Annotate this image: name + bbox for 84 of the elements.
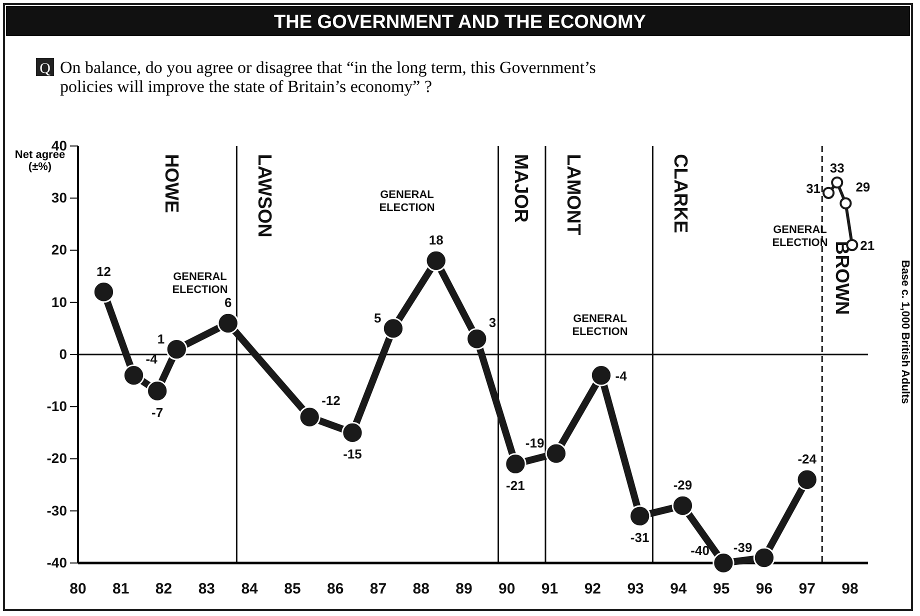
data-label: 1: [157, 331, 165, 346]
data-label: -21: [506, 478, 525, 493]
x-tick-label: 82: [155, 580, 172, 598]
data-label: 12: [96, 264, 111, 279]
point: [217, 312, 239, 334]
point: [545, 442, 568, 464]
data-label: 21: [860, 238, 875, 254]
point: [92, 281, 115, 303]
x-tick-label: 84: [241, 580, 259, 598]
x-tick-label: 90: [498, 580, 516, 598]
x-tick-label: 91: [541, 580, 558, 598]
x-tick-label: 94: [670, 580, 688, 598]
point: [831, 176, 844, 189]
ref-line-label: CLARKE: [670, 154, 691, 234]
y-tick-label: -20: [46, 450, 68, 466]
ref-line-label: MAJOR: [510, 154, 531, 223]
annotation: GENERAL ELECTION: [172, 271, 228, 296]
x-tick-label: 98: [842, 580, 858, 598]
x-tick-label: 80: [70, 580, 86, 598]
point: [298, 406, 320, 428]
y-tick-label: 10: [51, 294, 68, 310]
ref-line-label: LAWSON: [254, 154, 275, 238]
point: [382, 318, 404, 340]
data-label: 18: [428, 232, 444, 248]
x-tick-label: 95: [712, 580, 730, 598]
chart-subtitle: On balance, do you agree or disagree that “in the long term, this Government’s policies will improve the state of Britain’s economy” ?: [60, 58, 596, 96]
point: [822, 186, 835, 199]
point: [466, 328, 488, 350]
y-tick-label: 0: [59, 346, 68, 362]
data-label: -7: [152, 404, 164, 420]
point: [796, 468, 818, 490]
data-label: -31: [630, 530, 650, 546]
data-label: -24: [798, 452, 818, 467]
point: [840, 197, 852, 210]
data-label: -15: [343, 446, 362, 462]
text: Base c. 1,000 British Adults: [899, 260, 911, 404]
y-tick-label: -40: [46, 554, 68, 570]
x-tick-label: 81: [112, 580, 130, 598]
data-label: -4: [615, 368, 628, 384]
data-label: -29: [673, 478, 692, 493]
annotation: GENERAL ELECTION: [379, 189, 435, 214]
point: [425, 250, 447, 272]
y-tick-label: 20: [51, 242, 68, 258]
y-tick-label: -30: [46, 502, 68, 518]
data-label: -19: [525, 436, 544, 451]
data-label: 5: [374, 310, 382, 326]
point: [672, 494, 694, 516]
data-label: 3: [488, 314, 496, 330]
x-tick-label: 92: [584, 580, 601, 598]
point: [712, 552, 734, 574]
data-label: 31: [806, 180, 821, 196]
point: [504, 453, 526, 475]
x-tick-label: 89: [456, 580, 472, 598]
point: [122, 364, 145, 386]
point: [628, 505, 651, 527]
data-label: 6: [224, 295, 232, 310]
x-tick-label: 96: [756, 580, 773, 598]
x-tick-label: 93: [627, 580, 644, 598]
data-label: -4: [146, 351, 158, 366]
data-label: -40: [690, 543, 710, 558]
x-tick-label: 86: [326, 580, 344, 598]
point: [166, 338, 188, 360]
data-label: 29: [856, 179, 870, 194]
letter-box: Q: [36, 58, 54, 77]
point: [590, 364, 612, 386]
point: [753, 546, 776, 569]
x-tick-label: 97: [798, 580, 816, 598]
x-tick-label: 87: [370, 580, 387, 598]
point: [146, 380, 168, 402]
point: [342, 422, 364, 444]
chart-title: THE GOVERNMENT AND THE ECONOMY: [274, 12, 646, 33]
data-label: -39: [733, 540, 752, 555]
ref-line-label: LAMONT: [562, 154, 584, 236]
data-label: 33: [830, 160, 844, 176]
y-tick-label: -10: [46, 398, 68, 414]
annotation: GENERAL ELECTION: [572, 313, 628, 338]
x-tick-label: 85: [284, 580, 301, 598]
x-tick-label: 88: [412, 580, 430, 598]
annotation: HOWE: [160, 154, 182, 214]
data-label: -12: [322, 393, 340, 408]
x-tick-label: 83: [198, 580, 216, 598]
ref-line-label: BROWN: [831, 241, 852, 315]
annotation: GENERAL ELECTION: [772, 224, 828, 249]
y-tick-label: 30: [51, 190, 68, 206]
